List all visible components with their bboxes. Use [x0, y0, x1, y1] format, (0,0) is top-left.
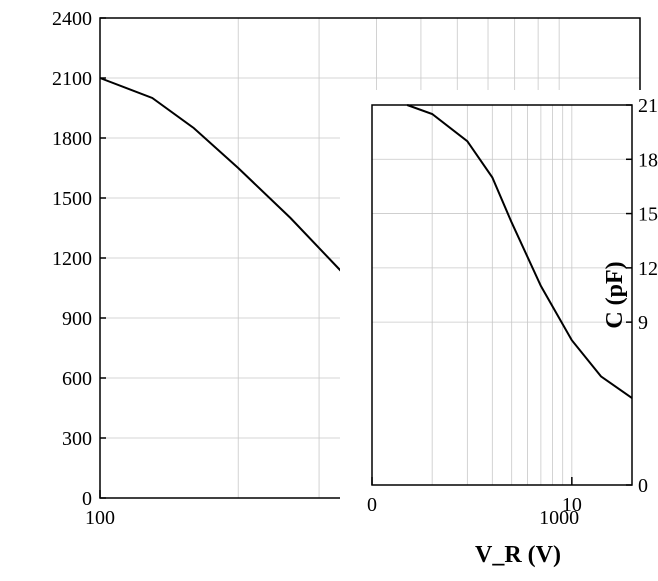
inset-background	[340, 90, 658, 510]
y-tick-label: 2400	[52, 8, 92, 30]
y-tick-label: 0	[82, 488, 92, 510]
x-tick-label: 100	[85, 507, 115, 529]
y-axis-title: C (pF)	[602, 261, 628, 328]
x-tick-label: 10	[562, 494, 582, 516]
x-tick-label: 1000	[539, 507, 579, 529]
series-line	[406, 104, 633, 399]
y-tick-label: 0	[638, 475, 648, 497]
y-tick-label: 1500	[52, 188, 92, 210]
x-axis-title: V_R (V)	[475, 542, 561, 568]
x-tick-label: 0	[367, 494, 377, 516]
y-tick-label: 1200	[52, 248, 92, 270]
y-tick-label: 15	[638, 204, 658, 226]
y-tick-label: 300	[62, 428, 92, 450]
y-tick-label: 18	[638, 149, 658, 171]
plot-frame	[371, 104, 633, 486]
y-tick-label: 2100	[52, 68, 92, 90]
inset-plot: 0 9 12 15 18 2100 0 10 C (pF)	[340, 90, 658, 516]
y-tick-label: 12	[638, 258, 658, 280]
y-tick-label: 1800	[52, 128, 92, 150]
y-tick-label: 600	[62, 368, 92, 390]
y-tick-label: 2100	[638, 95, 658, 117]
y-tick-label: 9	[638, 312, 648, 334]
y-tick-label: 900	[62, 308, 92, 330]
